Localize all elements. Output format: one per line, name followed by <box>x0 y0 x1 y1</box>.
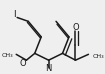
Text: I: I <box>13 10 16 19</box>
Text: O: O <box>19 59 26 68</box>
Text: CH₃: CH₃ <box>92 54 104 59</box>
Text: CH₃: CH₃ <box>2 53 13 58</box>
Text: O: O <box>72 23 79 32</box>
Text: N: N <box>45 64 52 73</box>
